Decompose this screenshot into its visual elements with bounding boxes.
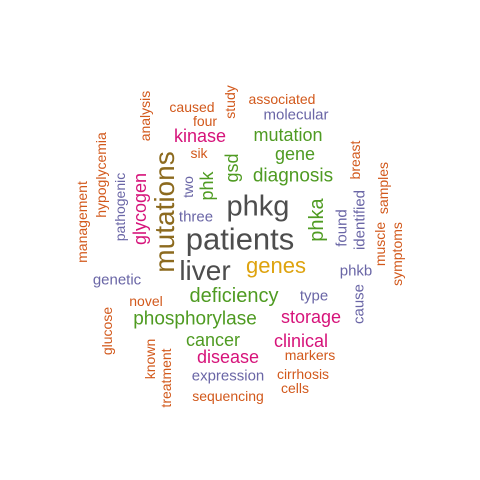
word-analysis: analysis	[137, 90, 153, 142]
word-phosphorylase: phosphorylase	[133, 308, 257, 330]
word-mutation: mutation	[253, 125, 323, 145]
word-storage: storage	[280, 307, 342, 327]
word-disease: disease	[196, 347, 260, 367]
word-two: two	[180, 176, 196, 198]
word-identified: identified	[351, 189, 369, 251]
word-treatment: treatment	[158, 348, 174, 408]
word-genetic: genetic	[92, 271, 142, 289]
word-cancer: cancer	[185, 330, 241, 350]
word-study: study	[222, 85, 238, 119]
word-diagnosis: diagnosis	[252, 165, 334, 187]
word-samples: samples	[375, 161, 391, 215]
word-sequencing: sequencing	[192, 388, 264, 404]
word-associated: associated	[248, 91, 316, 107]
word-phk: phk	[197, 171, 217, 201]
word-deficiency: deficiency	[189, 285, 279, 307]
word-genes: genes	[246, 253, 306, 278]
word-type: type	[299, 287, 329, 305]
word-patients: patients	[185, 221, 295, 257]
word-cells: cells	[280, 380, 310, 396]
word-known: known	[142, 338, 158, 380]
word-clinical: clinical	[273, 331, 329, 351]
word-kinase: kinase	[173, 126, 227, 146]
word-gsd: gsd	[222, 153, 242, 183]
word-hypoglycemia: hypoglycemia	[93, 132, 109, 218]
word-phka: phka	[306, 198, 328, 242]
word-glycogen: glycogen	[130, 172, 150, 246]
word-sik: sik	[190, 145, 208, 161]
word-four: four	[192, 113, 218, 129]
word-found: found	[333, 209, 351, 247]
word-glucose: glucose	[99, 306, 115, 356]
word-expression: expression	[191, 367, 265, 385]
word-cause: cause	[350, 283, 368, 325]
word-gene: gene	[274, 144, 316, 164]
word-novel: novel	[129, 293, 163, 309]
word-molecular: molecular	[263, 106, 329, 124]
word-caused: caused	[169, 99, 215, 115]
word-mutations: mutations	[149, 151, 180, 273]
word-three: three	[178, 208, 214, 226]
word-markers: markers	[284, 347, 336, 363]
word-phkg: phkg	[226, 190, 290, 223]
word-muscle: muscle	[372, 221, 388, 267]
word-breast: breast	[347, 140, 363, 180]
word-management: management	[74, 181, 90, 263]
word-phkb: phkb	[339, 262, 373, 280]
word-liver: liver	[179, 255, 231, 286]
word-pathogenic: pathogenic	[112, 172, 128, 242]
word-cirrhosis: cirrhosis	[276, 366, 330, 382]
word-symptoms: symptoms	[389, 222, 405, 286]
